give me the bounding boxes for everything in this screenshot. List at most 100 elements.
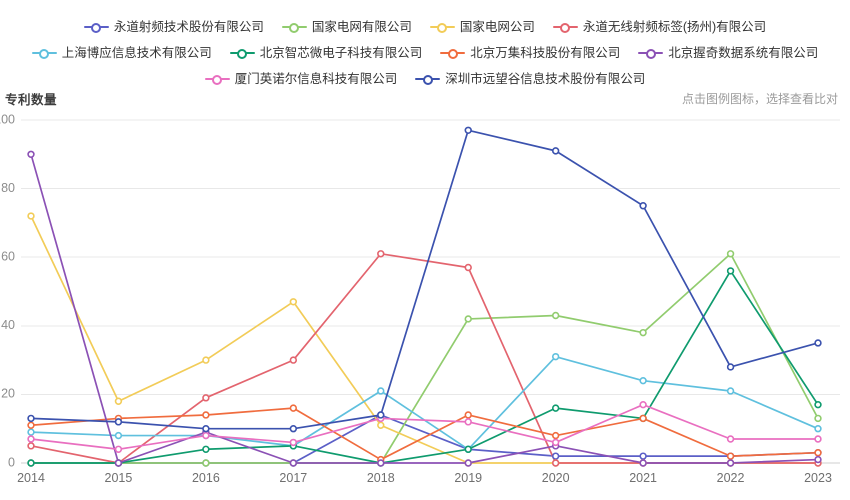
series-line-4[interactable] <box>30 355 819 451</box>
legend-marker-icon[interactable] <box>552 21 578 33</box>
series-point[interactable] <box>202 394 210 402</box>
series-point[interactable] <box>289 404 298 412</box>
series-point[interactable] <box>289 459 298 467</box>
series-point[interactable] <box>289 356 298 364</box>
series-point[interactable] <box>639 376 647 385</box>
legend-item-label: 永道射频技术股份有限公司 <box>113 19 264 34</box>
series-point[interactable] <box>27 212 35 220</box>
series-point[interactable] <box>464 126 472 134</box>
series-point[interactable] <box>551 352 560 361</box>
series-point[interactable] <box>464 315 472 323</box>
legend-marker-icon[interactable] <box>83 21 109 33</box>
legend-item-1[interactable]: 国家电网有限公司 <box>281 21 412 34</box>
legend-marker-icon[interactable] <box>31 47 57 59</box>
legend-item-9[interactable]: 深圳市远望谷信息技术股份有限公司 <box>415 73 645 86</box>
series-line-9[interactable] <box>30 129 819 430</box>
series-point[interactable] <box>639 202 647 210</box>
series-point[interactable] <box>814 339 822 347</box>
y-axis-title: 专利数量 <box>5 93 58 107</box>
series-line-7[interactable] <box>30 153 819 464</box>
series-point[interactable] <box>27 459 35 467</box>
legend-item-5[interactable]: 北京智芯微电子科技有限公司 <box>229 47 422 60</box>
series-line-8[interactable] <box>30 403 819 451</box>
series-point[interactable] <box>551 452 560 460</box>
series-point[interactable] <box>551 404 560 412</box>
series-point[interactable] <box>114 459 123 467</box>
series-point[interactable] <box>639 414 647 423</box>
series-point[interactable] <box>114 397 123 405</box>
series-point[interactable] <box>289 425 298 433</box>
series-point[interactable] <box>639 459 647 467</box>
legend-item-0[interactable]: 永道射频技术股份有限公司 <box>83 19 264 34</box>
series-point[interactable] <box>464 411 472 419</box>
series-point[interactable] <box>726 459 735 467</box>
series-point[interactable] <box>27 442 35 450</box>
series-point[interactable] <box>289 438 298 447</box>
series-point[interactable] <box>27 150 35 159</box>
series-point[interactable] <box>551 438 560 447</box>
series-line-1[interactable] <box>30 252 819 464</box>
series-point[interactable] <box>726 387 735 395</box>
series-point[interactable] <box>114 431 123 440</box>
series-point[interactable] <box>202 459 210 467</box>
series-point[interactable] <box>114 445 123 453</box>
series-point[interactable] <box>726 363 735 371</box>
series-point[interactable] <box>639 328 647 337</box>
series-point[interactable] <box>551 459 560 467</box>
series-line-6[interactable] <box>30 407 819 461</box>
series-point[interactable] <box>289 298 298 306</box>
series-point[interactable] <box>464 418 472 426</box>
series-point[interactable] <box>202 445 210 453</box>
legend-item-7[interactable]: 北京握奇数据系统有限公司 <box>638 47 818 60</box>
series-point[interactable] <box>814 414 822 423</box>
legend-marker-icon[interactable] <box>415 73 441 85</box>
series-point[interactable] <box>551 311 560 320</box>
series-point[interactable] <box>377 411 385 419</box>
series-line-2[interactable] <box>30 215 819 464</box>
legend-marker-icon[interactable] <box>281 21 307 33</box>
series-point[interactable] <box>27 435 35 443</box>
series-point[interactable] <box>377 459 385 467</box>
series-point[interactable] <box>814 435 822 443</box>
series-point[interactable] <box>377 250 385 258</box>
series-point[interactable] <box>202 411 210 419</box>
series-point[interactable] <box>639 452 647 460</box>
series-point[interactable] <box>27 421 35 429</box>
legend-item-6[interactable]: 北京万集科技股份有限公司 <box>440 47 620 60</box>
legend-item-2[interactable]: 国家电网公司 <box>429 21 535 34</box>
series-point[interactable] <box>551 431 560 440</box>
series-point[interactable] <box>726 267 735 275</box>
series-point[interactable] <box>639 400 647 409</box>
x-tick-label: 2014 <box>17 471 45 485</box>
series-point[interactable] <box>377 387 385 395</box>
legend-marker-icon[interactable] <box>638 47 664 59</box>
series-point[interactable] <box>377 421 385 429</box>
series-point[interactable] <box>814 425 822 433</box>
series-point[interactable] <box>726 250 735 258</box>
series-point[interactable] <box>726 452 735 460</box>
legend-marker-icon[interactable] <box>229 47 255 59</box>
series-point[interactable] <box>202 431 210 440</box>
legend-item-4[interactable]: 上海博应信息技术有限公司 <box>31 47 212 60</box>
series-point[interactable] <box>814 400 822 409</box>
series-point[interactable] <box>202 356 210 364</box>
series-point[interactable] <box>27 414 35 423</box>
legend-item-3[interactable]: 永道无线射频标签(扬州)有限公司 <box>552 21 766 34</box>
series-point[interactable] <box>202 425 210 433</box>
series-point[interactable] <box>114 418 123 426</box>
series-point[interactable] <box>814 449 822 457</box>
series-point[interactable] <box>464 459 472 467</box>
x-tick-label: 2021 <box>629 471 657 485</box>
series-point[interactable] <box>726 435 735 443</box>
legend-marker-icon[interactable] <box>204 73 230 85</box>
legend-item-8[interactable]: 厦门英诺尔信息科技有限公司 <box>204 73 397 86</box>
legend-marker-icon[interactable] <box>429 21 455 33</box>
series-point[interactable] <box>464 263 472 272</box>
series-point[interactable] <box>464 445 472 453</box>
series-point[interactable] <box>551 147 560 155</box>
legend-marker-icon[interactable] <box>440 47 466 59</box>
series-point[interactable] <box>27 428 35 436</box>
series-line-5[interactable] <box>30 270 819 464</box>
series-point[interactable] <box>814 455 822 464</box>
x-tick-label: 2017 <box>279 471 307 485</box>
